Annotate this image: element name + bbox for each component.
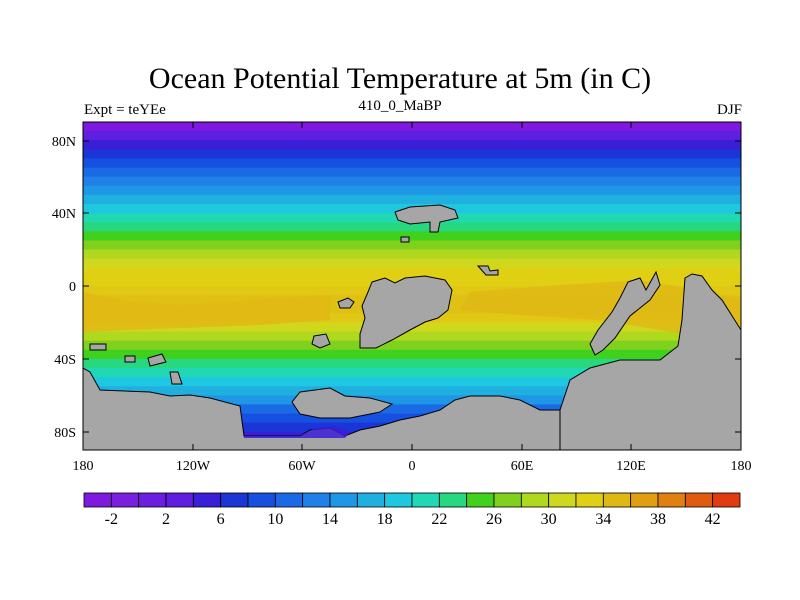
land-masses xyxy=(83,204,741,450)
cold-water-south xyxy=(244,426,350,438)
colorbar-label: 22 xyxy=(431,511,447,528)
colorbar-label: 18 xyxy=(377,511,393,528)
colorbar-swatch xyxy=(657,492,686,508)
colorbar-swatch xyxy=(329,492,358,508)
temperature-band xyxy=(83,395,741,406)
temperature-band xyxy=(83,158,741,169)
lon-ticks xyxy=(192,122,632,450)
colorbar-swatch xyxy=(165,492,194,508)
colorbar-swatch xyxy=(411,492,440,508)
plot-title: Ocean Potential Temperature at 5m (in C) xyxy=(148,62,652,95)
temperature-band xyxy=(83,149,741,160)
colorbar-swatch xyxy=(110,492,140,508)
colorbar-swatch xyxy=(438,492,468,508)
latitude-axis: 80N 40N 0 40S 80S xyxy=(52,135,76,441)
temperature-band xyxy=(83,222,741,232)
colorbar-label: -2 xyxy=(105,511,118,528)
lat-label-80n: 80N xyxy=(52,135,76,150)
colorbar-label: 2 xyxy=(162,511,170,528)
temperature-band xyxy=(83,167,741,178)
warm-pool-tethys xyxy=(460,280,741,340)
age-label: 410_0_MaBP xyxy=(358,98,442,114)
lon-label-180w: 180 xyxy=(73,459,94,474)
temperature-band xyxy=(83,377,741,387)
temperature-band xyxy=(83,249,741,260)
temperature-band xyxy=(83,331,741,342)
map-panel xyxy=(83,122,741,450)
colorbar-swatch xyxy=(684,492,714,508)
colorbar-swatch xyxy=(466,492,495,508)
colorbar-label: 30 xyxy=(541,511,557,528)
colorbar-label: 38 xyxy=(650,511,666,528)
lat-label-40n: 40N xyxy=(52,207,76,222)
temperature-band xyxy=(83,349,741,360)
colorbar-swatch xyxy=(602,492,632,508)
colorbar-swatch xyxy=(384,492,413,508)
colorbar-swatch xyxy=(83,492,112,508)
colorbar-label: 42 xyxy=(705,511,721,528)
lon-label-120e: 120E xyxy=(616,459,646,474)
warm-pool-east-pacific xyxy=(83,292,330,332)
lon-label-180e: 180 xyxy=(731,459,752,474)
colorbar-swatch xyxy=(302,492,331,508)
temperature-band xyxy=(83,240,741,251)
lon-label-0: 0 xyxy=(409,459,416,474)
temperature-band xyxy=(83,185,741,196)
lat-label-0: 0 xyxy=(69,280,76,295)
temperature-band xyxy=(83,176,741,187)
lon-label-60w: 60W xyxy=(288,459,316,474)
colorbar-swatch xyxy=(712,492,741,508)
lon-label-60e: 60E xyxy=(511,459,534,474)
colorbar-swatch xyxy=(575,492,604,508)
temperature-band xyxy=(83,368,741,378)
colorbar-swatch xyxy=(520,492,550,508)
season-label: DJF xyxy=(716,102,742,118)
colorbar-label: 10 xyxy=(267,511,283,528)
colorbar-swatch xyxy=(630,492,659,508)
colorbar-labels: -2 2 6 10 14 18 22 26 30 34 38 42 xyxy=(105,511,721,528)
colorbar-label: 6 xyxy=(217,511,225,528)
temperature-band xyxy=(83,386,741,396)
temperature-band xyxy=(83,258,741,269)
longitude-axis: 180 120W 60W 0 60E 120E 180 xyxy=(73,459,752,474)
lon-label-120w: 120W xyxy=(176,459,211,474)
colorbar-swatch xyxy=(274,492,304,508)
colorbar-swatch xyxy=(493,492,522,508)
colorbar-swatch xyxy=(138,492,167,508)
colorbar xyxy=(83,492,741,508)
colorbar-label: 14 xyxy=(322,511,338,528)
lat-ticks xyxy=(83,140,741,433)
colorbar-swatch xyxy=(356,492,386,508)
temperature-band xyxy=(83,358,741,369)
colorbar-label: 34 xyxy=(595,511,611,528)
temperature-band xyxy=(83,131,741,141)
temperature-band xyxy=(83,231,741,242)
lat-label-80s: 80S xyxy=(54,426,76,441)
experiment-label: Expt = teYEe xyxy=(84,102,166,118)
temperature-band xyxy=(83,140,741,150)
temperature-band xyxy=(83,404,741,415)
temperature-band xyxy=(83,340,741,351)
colorbar-label: 26 xyxy=(486,511,502,528)
temperature-band xyxy=(83,194,741,205)
colorbar-swatch xyxy=(220,492,249,508)
colorbar-swatch xyxy=(247,492,276,508)
lat-label-40s: 40S xyxy=(54,353,76,368)
temperature-band xyxy=(83,267,741,278)
colorbar-swatch xyxy=(192,492,222,508)
colorbar-swatch xyxy=(548,492,577,508)
